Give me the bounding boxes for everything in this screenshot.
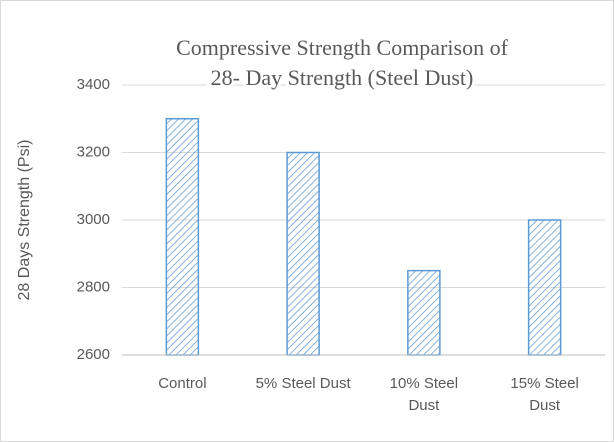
x-tick-label: Control <box>158 375 207 392</box>
y-tick-label: 3400 <box>77 76 110 93</box>
chart-title: Compressive Strength Comparison of <box>176 35 508 60</box>
bar <box>527 219 562 356</box>
chart-title: 28- Day Strength (Steel Dust) <box>211 65 474 90</box>
bar <box>407 269 441 356</box>
y-tick-label: 2800 <box>77 278 110 295</box>
y-axis-label: 28 Days Strength (Psi) <box>16 140 33 301</box>
y-tick-label: 3200 <box>77 143 110 160</box>
y-tick-label: 2600 <box>77 346 110 363</box>
bar <box>165 118 200 356</box>
x-tick-label: 15% Steel Dust <box>510 375 579 414</box>
bar <box>286 151 320 356</box>
y-tick-label: 3000 <box>77 211 110 228</box>
x-tick-label: 5% Steel Dust <box>255 375 351 392</box>
x-tick-label: 10% Steel Dust <box>389 375 459 414</box>
